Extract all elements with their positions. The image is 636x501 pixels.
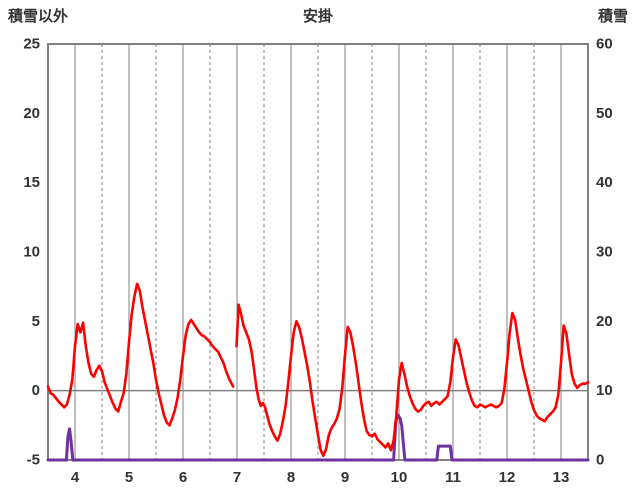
x-axis-tick-label: 5 bbox=[125, 469, 133, 486]
x-axis-tick-label: 7 bbox=[233, 469, 241, 486]
left-axis-tick-label: 25 bbox=[23, 36, 40, 53]
x-axis-tick-label: 9 bbox=[341, 469, 349, 486]
right-axis-title: 積雪 bbox=[597, 8, 628, 25]
left-axis-title: 積雪以外 bbox=[8, 8, 69, 25]
left-axis-tick-label: 10 bbox=[23, 244, 40, 261]
x-axis-tick-label: 4 bbox=[71, 469, 80, 486]
left-axis-tick-label: 0 bbox=[32, 382, 40, 399]
right-axis-tick-label: 0 bbox=[596, 452, 604, 469]
right-axis-tick-label: 10 bbox=[596, 382, 613, 399]
right-axis-tick-label: 50 bbox=[596, 105, 613, 122]
x-axis-tick-label: 11 bbox=[445, 469, 461, 486]
series-red bbox=[46, 282, 590, 458]
x-axis-tick-label: 8 bbox=[287, 469, 295, 486]
series-purple bbox=[46, 413, 590, 462]
left-axis-tick-label: 15 bbox=[23, 174, 40, 191]
left-axis-tick-label: 5 bbox=[32, 313, 40, 330]
left-axis-tick-label: 20 bbox=[23, 105, 40, 122]
x-axis-tick-label: 13 bbox=[553, 469, 570, 486]
x-axis-tick-label: 6 bbox=[179, 469, 187, 486]
right-axis-tick-label: 40 bbox=[596, 174, 613, 191]
right-axis-tick-label: 60 bbox=[596, 36, 613, 53]
left-axis-tick-label: -5 bbox=[27, 452, 40, 469]
x-axis-tick-label: 12 bbox=[499, 469, 516, 486]
chart-title: 安掛 bbox=[302, 8, 333, 25]
right-axis-tick-label: 20 bbox=[596, 313, 613, 330]
x-axis-tick-label: 10 bbox=[391, 469, 408, 486]
right-axis-tick-label: 30 bbox=[596, 244, 613, 261]
